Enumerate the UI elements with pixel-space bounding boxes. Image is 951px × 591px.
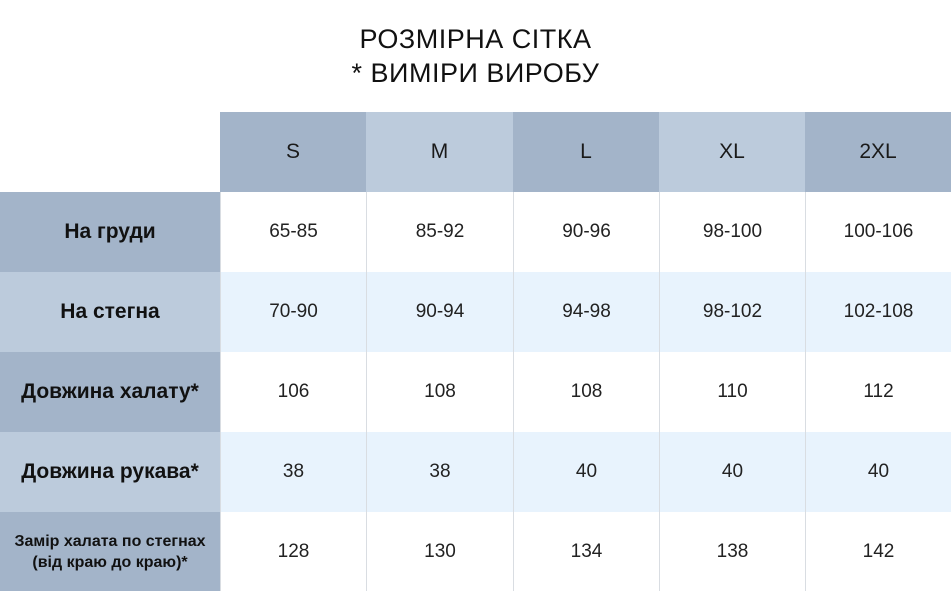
table-cell: 38 — [220, 432, 366, 512]
table-cell: 138 — [659, 512, 805, 591]
table-cell: 70-90 — [220, 272, 366, 352]
table-cell: 102-108 — [805, 272, 951, 352]
table-cell: 110 — [659, 352, 805, 432]
page-title: РОЗМІРНА СІТКА * ВИМІРИ ВИРОБУ — [0, 22, 951, 90]
table-cell: 130 — [366, 512, 513, 591]
row-label-robe-length: Довжина халату* — [0, 352, 220, 432]
table-cell: 65-85 — [220, 192, 366, 272]
size-chart-table: S M L XL 2XL На груди 65-85 85-92 90-96 … — [0, 112, 951, 591]
row-label-hips: На стегна — [0, 272, 220, 352]
row-label-line-1: Замір халата по стегнах — [14, 532, 206, 550]
table-cell: 90-96 — [513, 192, 659, 272]
table-cell: 40 — [513, 432, 659, 512]
table-cell: 40 — [805, 432, 951, 512]
title-line-2: * ВИМІРИ ВИРОБУ — [351, 58, 600, 88]
table-cell: 112 — [805, 352, 951, 432]
table-cell: 142 — [805, 512, 951, 591]
row-label-line-2: (від краю до краю)* — [32, 553, 188, 571]
table-cell: 85-92 — [366, 192, 513, 272]
header-size-s: S — [220, 112, 366, 192]
header-size-xl: XL — [659, 112, 805, 192]
table-cell: 108 — [366, 352, 513, 432]
table-cell: 100-106 — [805, 192, 951, 272]
table-cell: 90-94 — [366, 272, 513, 352]
table-corner — [0, 112, 220, 192]
table-cell: 106 — [220, 352, 366, 432]
row-label-sleeve-length: Довжина рукава* — [0, 432, 220, 512]
header-size-l: L — [513, 112, 659, 192]
table-cell: 108 — [513, 352, 659, 432]
table-cell: 128 — [220, 512, 366, 591]
table-cell: 40 — [659, 432, 805, 512]
table-cell: 38 — [366, 432, 513, 512]
title-line-1: РОЗМІРНА СІТКА — [359, 24, 592, 54]
row-label-robe-hip-width: Замір халата по стегнах (від краю до кра… — [0, 512, 220, 591]
table-cell: 134 — [513, 512, 659, 591]
table-cell: 94-98 — [513, 272, 659, 352]
row-label-chest: На груди — [0, 192, 220, 272]
table-cell: 98-100 — [659, 192, 805, 272]
header-size-m: M — [366, 112, 513, 192]
header-size-2xl: 2XL — [805, 112, 951, 192]
table-cell: 98-102 — [659, 272, 805, 352]
